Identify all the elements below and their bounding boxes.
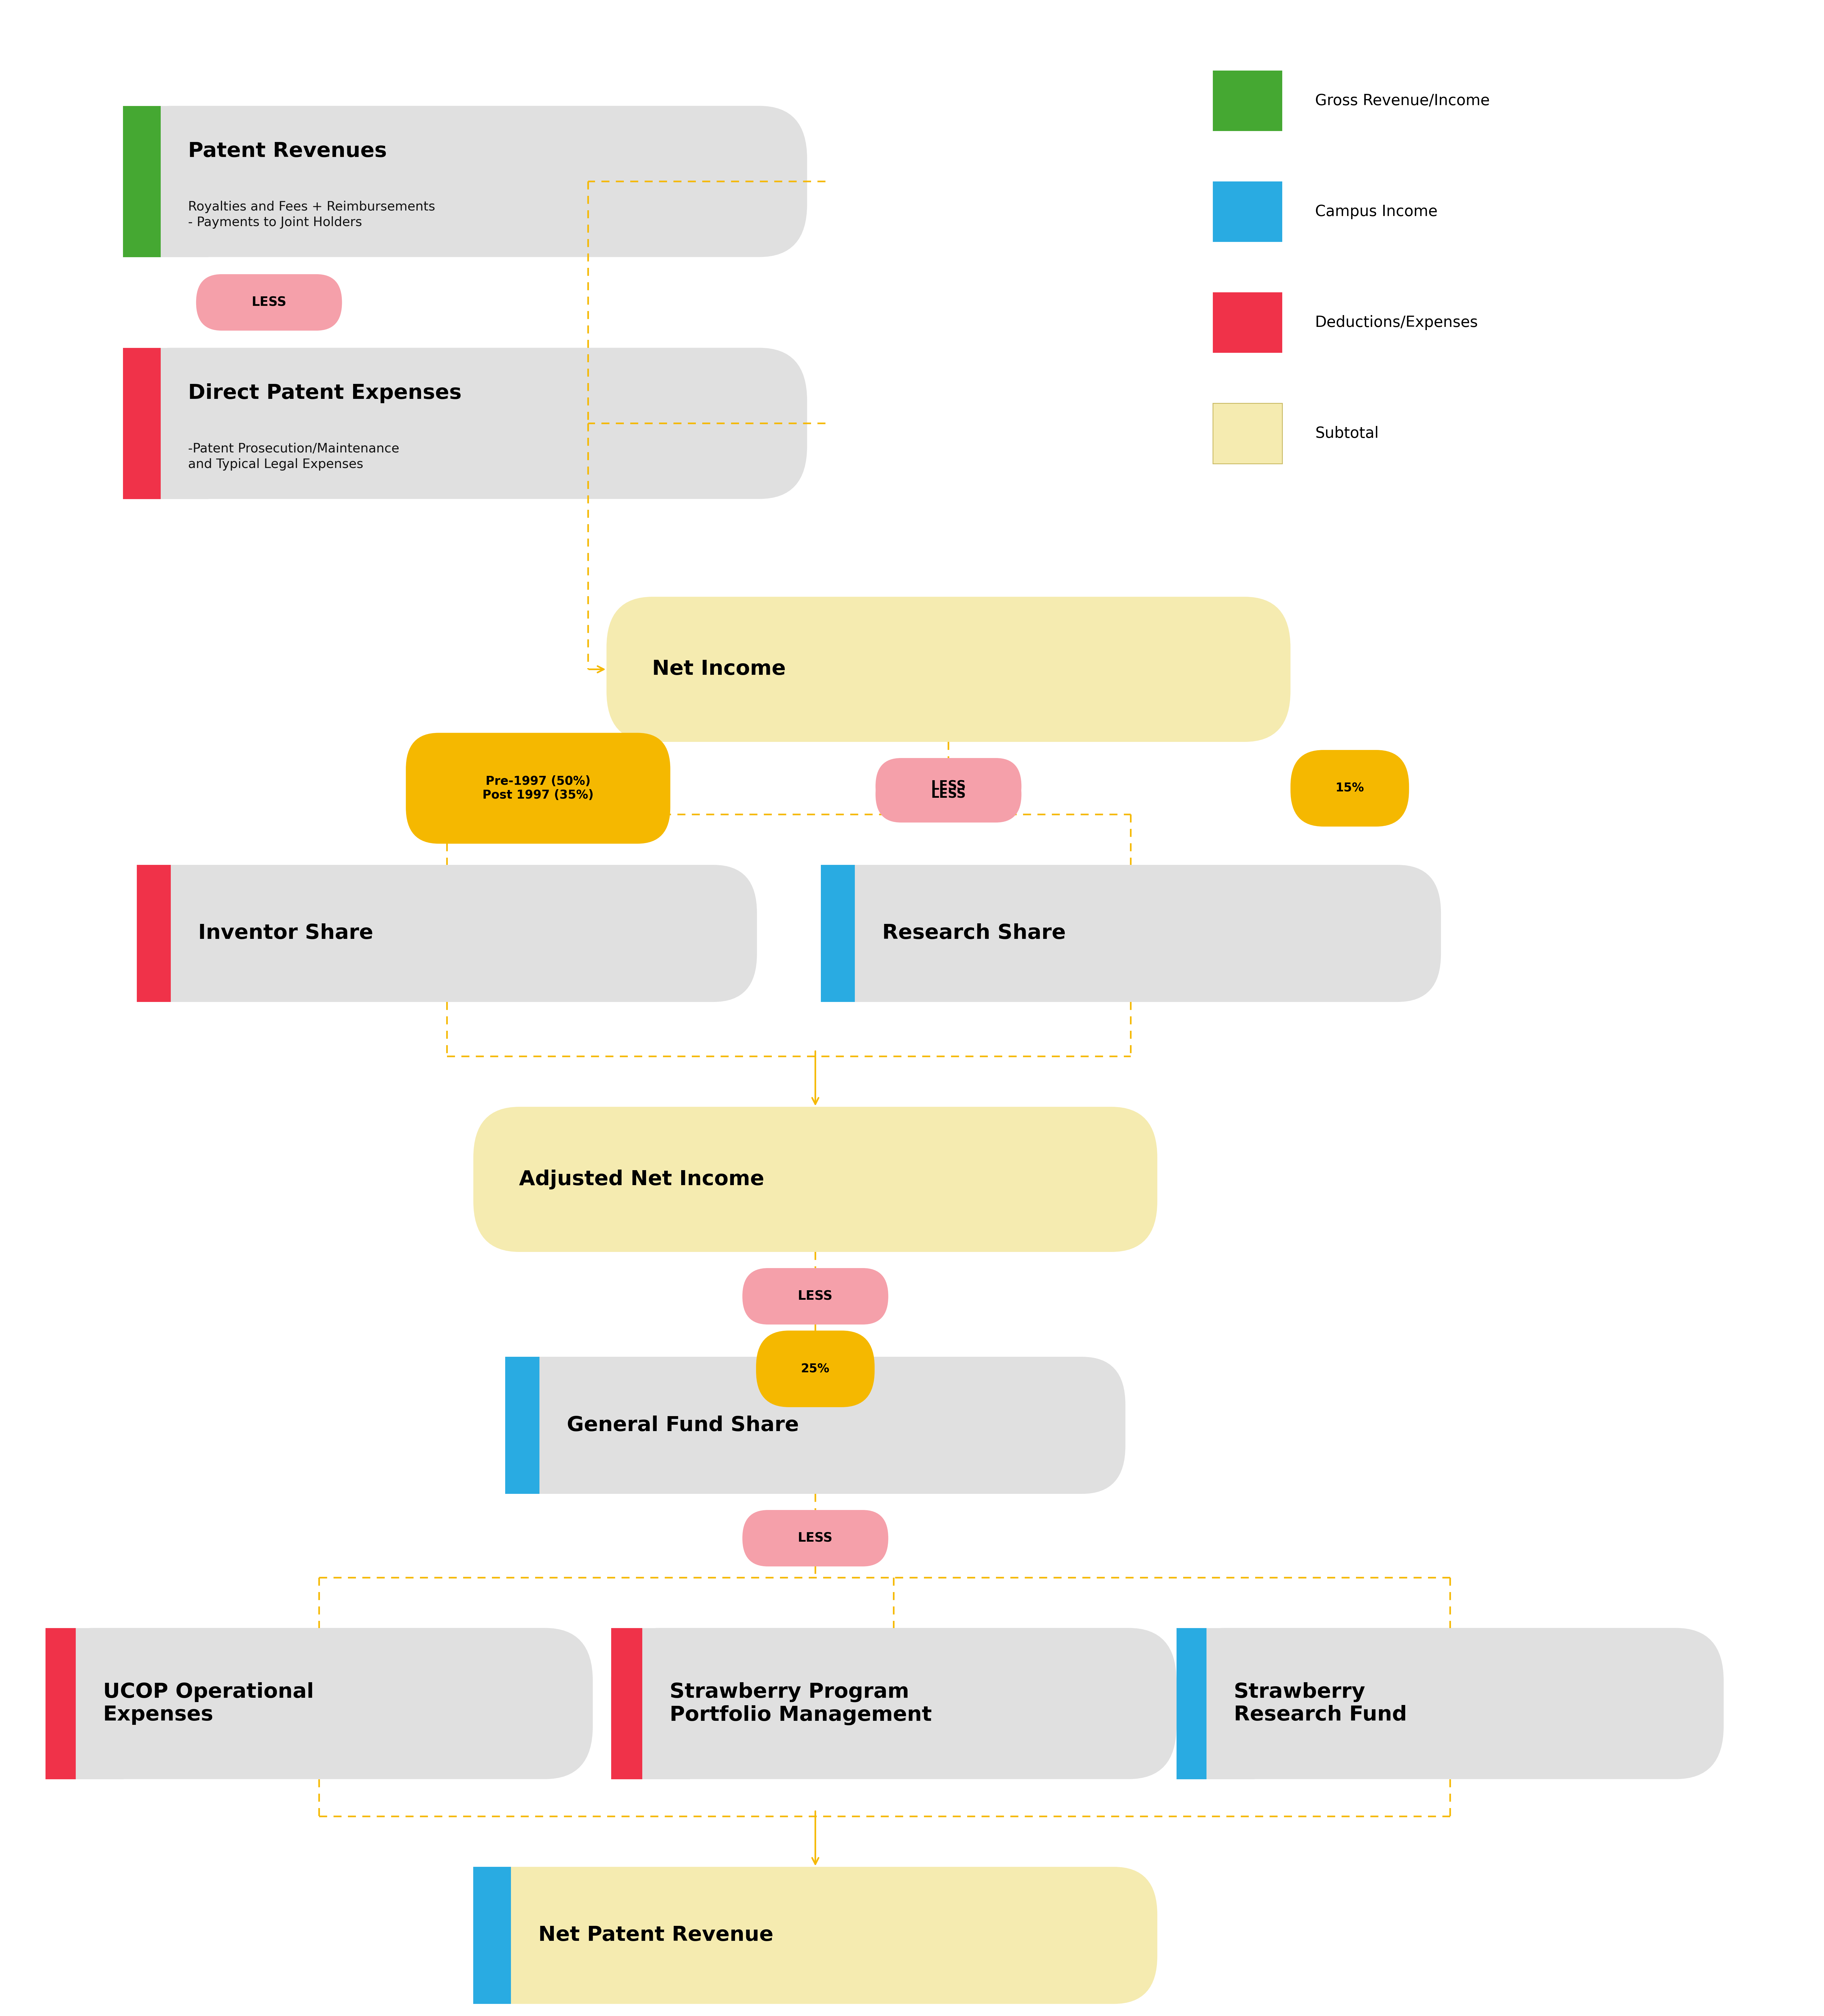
FancyBboxPatch shape [46, 1629, 593, 1778]
Text: LESS: LESS [252, 296, 286, 308]
FancyBboxPatch shape [821, 865, 1441, 1002]
Text: LESS: LESS [930, 780, 967, 792]
Text: Patent Revenues: Patent Revenues [188, 141, 387, 161]
Bar [124, 347, 161, 498]
Text: -Patent Prosecution/Maintenance
and Typical Legal Expenses: -Patent Prosecution/Maintenance and Typi… [188, 444, 399, 470]
Bar [474, 1867, 554, 2004]
FancyBboxPatch shape [505, 1357, 1125, 1494]
Text: Net Income: Net Income [653, 659, 786, 679]
FancyBboxPatch shape [607, 597, 1291, 742]
Text: Strawberry
Research Fund: Strawberry Research Fund [1233, 1681, 1406, 1726]
Text: Adjusted Net Income: Adjusted Net Income [520, 1169, 764, 1189]
Bar [137, 865, 171, 1002]
FancyBboxPatch shape [876, 758, 1021, 814]
Bar [505, 1357, 540, 1494]
Text: LESS: LESS [797, 1532, 834, 1544]
Bar [124, 105, 161, 256]
Text: Campus Income: Campus Income [1315, 204, 1437, 220]
FancyBboxPatch shape [137, 865, 757, 1002]
Bar [46, 1629, 124, 1778]
Text: Subtotal: Subtotal [1315, 425, 1379, 442]
FancyBboxPatch shape [611, 1629, 1176, 1778]
Text: Deductions/Expenses: Deductions/Expenses [1315, 314, 1477, 331]
Bar [46, 1629, 75, 1778]
Bar [124, 105, 208, 256]
Bar [1176, 1629, 1255, 1778]
FancyBboxPatch shape [124, 105, 806, 256]
Text: Gross Revenue/Income: Gross Revenue/Income [1315, 93, 1490, 109]
Text: 25%: 25% [801, 1363, 830, 1375]
Bar [124, 347, 208, 498]
FancyBboxPatch shape [1213, 181, 1282, 242]
FancyBboxPatch shape [1291, 750, 1408, 827]
Bar [611, 1629, 689, 1778]
Bar [505, 1357, 584, 1494]
Text: Inventor Share: Inventor Share [199, 923, 374, 943]
Text: Strawberry Program
Portfolio Management: Strawberry Program Portfolio Management [669, 1681, 932, 1726]
Text: Research Share: Research Share [883, 923, 1065, 943]
Bar [1176, 1629, 1207, 1778]
Bar [821, 865, 897, 1002]
FancyBboxPatch shape [197, 274, 343, 331]
Text: LESS: LESS [797, 1290, 834, 1302]
FancyBboxPatch shape [1213, 71, 1282, 131]
Text: LESS: LESS [930, 788, 967, 800]
FancyBboxPatch shape [405, 732, 669, 843]
Text: Direct Patent Expenses: Direct Patent Expenses [188, 383, 461, 403]
Text: General Fund Share: General Fund Share [567, 1415, 799, 1435]
FancyBboxPatch shape [124, 347, 806, 498]
Bar [821, 865, 855, 1002]
FancyBboxPatch shape [757, 1331, 876, 1407]
FancyBboxPatch shape [1213, 403, 1282, 464]
Bar [611, 1629, 642, 1778]
Text: Net Patent Revenue: Net Patent Revenue [538, 1925, 773, 1945]
FancyBboxPatch shape [1176, 1629, 1724, 1778]
Bar [137, 865, 215, 1002]
Text: 15%: 15% [1335, 782, 1364, 794]
Text: Pre-1997 (50%)
Post 1997 (35%): Pre-1997 (50%) Post 1997 (35%) [483, 776, 593, 800]
Text: UCOP Operational
Expenses: UCOP Operational Expenses [102, 1681, 314, 1726]
Text: Royalties and Fees + Reimbursements
- Payments to Joint Holders: Royalties and Fees + Reimbursements - Pa… [188, 202, 436, 228]
FancyBboxPatch shape [474, 1867, 1158, 2004]
FancyBboxPatch shape [742, 1510, 888, 1566]
Bar [474, 1867, 511, 2004]
FancyBboxPatch shape [742, 1268, 888, 1325]
FancyBboxPatch shape [1213, 292, 1282, 353]
FancyBboxPatch shape [876, 766, 1021, 823]
FancyBboxPatch shape [474, 1107, 1158, 1252]
